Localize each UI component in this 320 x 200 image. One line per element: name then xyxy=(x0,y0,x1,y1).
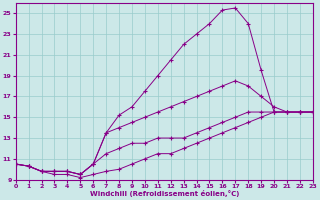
X-axis label: Windchill (Refroidissement éolien,°C): Windchill (Refroidissement éolien,°C) xyxy=(90,190,239,197)
